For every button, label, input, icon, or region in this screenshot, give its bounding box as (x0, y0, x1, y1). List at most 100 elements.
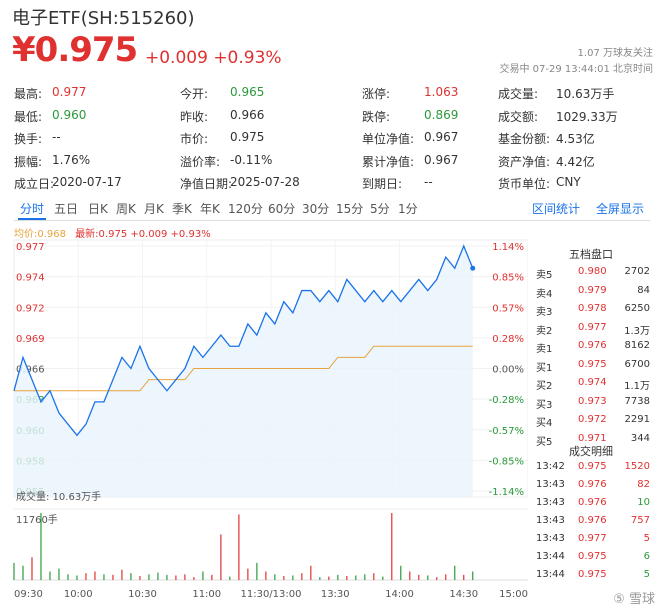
book-price: 0.974 (578, 377, 607, 388)
stat-label: 换手: (14, 132, 43, 146)
stat-label: 最高: (14, 87, 43, 101)
book-label: 卖1 (536, 344, 553, 355)
stat-value: 1.76% (52, 152, 91, 167)
pct-tick-label: -1.14% (489, 487, 524, 498)
stat-label: 溢价率: (180, 154, 221, 169)
interval-stats-link[interactable]: 区间统计 (532, 202, 581, 216)
trade-volume: 82 (637, 479, 650, 490)
tab-11[interactable]: 5分 (370, 202, 390, 216)
trade-price: 0.975 (578, 551, 607, 562)
volume-max-label: 11760手 (16, 513, 58, 526)
tab-6[interactable]: 年K (200, 202, 220, 216)
trade-volume: 6 (643, 551, 650, 562)
stat-value: 4.53亿 (556, 132, 595, 146)
latest-price-dot (470, 265, 476, 271)
time-tick-label: 10:30 (128, 589, 157, 600)
trades-title: 成交明细 (569, 445, 613, 458)
stat-value: CNY (556, 175, 581, 189)
time-tick-label: 10:00 (64, 589, 93, 600)
order-book-row[interactable]: 卖2 0.977 1.3万 (536, 322, 654, 340)
page-title: 电子ETF(SH:515260) (12, 8, 195, 29)
stat-value: 1029.33万 (556, 109, 618, 124)
stat-value: 0.977 (52, 85, 87, 99)
trade-row: 13:43 0.977 5 (536, 533, 654, 551)
pct-tick-label: 0.28% (492, 334, 524, 345)
stat-label: 货币单位: (498, 177, 551, 191)
stat-label: 资产净值: (498, 154, 551, 169)
stat-value: 2020-07-17 (52, 175, 122, 189)
pct-tick-label: 0.85% (492, 273, 524, 284)
order-book-row[interactable]: 卖3 0.978 6250 (536, 303, 654, 321)
time-tick-label: 13:30 (321, 589, 350, 600)
trade-time: 13:43 (536, 497, 565, 508)
book-price: 0.972 (578, 414, 607, 425)
order-book-row[interactable]: 买1 0.975 6700 (536, 359, 654, 377)
order-book-row[interactable]: 卖1 0.976 8162 (536, 340, 654, 358)
book-label: 买2 (536, 381, 553, 392)
stat-value: 4.42亿 (556, 154, 595, 169)
book-price: 0.977 (578, 321, 607, 333)
tab-8[interactable]: 60分 (268, 202, 296, 216)
avg-price-legend: 均价:0.968 (14, 229, 66, 240)
order-book-row[interactable]: 买5 0.971 344 (536, 433, 654, 451)
tab-divider (14, 220, 650, 221)
order-book-row[interactable]: 卖5 0.980 2702 (536, 266, 654, 284)
stat-value: 0.966 (230, 107, 265, 122)
book-volume: 1.3万 (624, 325, 650, 337)
book-price: 0.976 (578, 340, 607, 351)
stat-value: -- (424, 175, 433, 189)
tab-1[interactable]: 五日 (54, 202, 79, 216)
tab-2[interactable]: 日K (88, 202, 108, 216)
tab-12[interactable]: 1分 (398, 202, 418, 216)
order-book-title: 五档盘口 (569, 248, 613, 261)
trade-time: 13:43 (536, 479, 565, 490)
stat-label: 基金份额: (498, 132, 551, 146)
trade-row: 13:43 0.976 10 (536, 497, 654, 515)
tab-3[interactable]: 周K (116, 202, 136, 216)
trade-time: 13:44 (536, 551, 565, 562)
order-book-row[interactable]: 买3 0.973 7738 (536, 396, 654, 414)
stat-value: 0.967 (424, 130, 459, 144)
order-book-row[interactable]: 买2 0.974 1.1万 (536, 377, 654, 395)
book-price: 0.975 (578, 358, 607, 370)
stat-value: 0.975 (230, 130, 265, 144)
order-book-row[interactable]: 卖4 0.979 84 (536, 285, 654, 303)
tab-4[interactable]: 月K (144, 202, 164, 216)
tab-10[interactable]: 15分 (336, 202, 364, 216)
stat-value: 2025-07-28 (230, 175, 300, 189)
book-volume: 8162 (624, 340, 650, 351)
stat-label: 昨收: (180, 109, 209, 124)
stat-value: -- (52, 130, 61, 144)
tab-7[interactable]: 120分 (228, 202, 263, 216)
price-tick-label: 0.969 (16, 334, 45, 345)
price-tick-label: 0.974 (16, 273, 45, 284)
price-line (13, 244, 474, 437)
price-area-fill (14, 246, 473, 497)
chart-legend: 均价:0.968 最新:0.975 +0.009 +0.93% (14, 225, 211, 240)
price-change: +0.009 +0.93% (145, 48, 282, 68)
book-label: 买4 (536, 418, 553, 429)
order-book-row[interactable]: 买4 0.972 2291 (536, 414, 654, 432)
pct-tick-label: -0.85% (489, 456, 524, 467)
fullscreen-link[interactable]: 全屏显示 (596, 202, 645, 216)
trade-price: 0.976 (578, 515, 607, 526)
book-volume: 6250 (624, 303, 650, 314)
stat-value: 0.965 (230, 85, 265, 99)
trade-volume: 757 (630, 515, 650, 526)
stat-label: 净值日期: (180, 177, 233, 191)
stat-label: 市价: (180, 132, 209, 146)
trade-row: 13:42 0.975 1520 (536, 461, 654, 479)
book-price: 0.971 (578, 432, 607, 444)
tab-9[interactable]: 30分 (302, 202, 330, 216)
stat-label: 成交量: (498, 87, 539, 101)
book-label: 卖4 (536, 288, 553, 300)
tab-5[interactable]: 季K (172, 202, 192, 216)
avg-price-line (14, 345, 473, 392)
time-tick-label: 11:00 (192, 589, 221, 600)
tab-0[interactable]: 分时 (20, 202, 45, 216)
intraday-chart[interactable]: 0.977 1.14% 0.974 0.85% 0.972 0.57% 0.969 0.28%… (0, 238, 528, 603)
stat-value: 1.063 (424, 85, 459, 99)
trade-time: 13:42 (536, 461, 565, 472)
book-label: 买1 (536, 362, 553, 374)
price-tick-label: 0.977 (16, 242, 45, 253)
